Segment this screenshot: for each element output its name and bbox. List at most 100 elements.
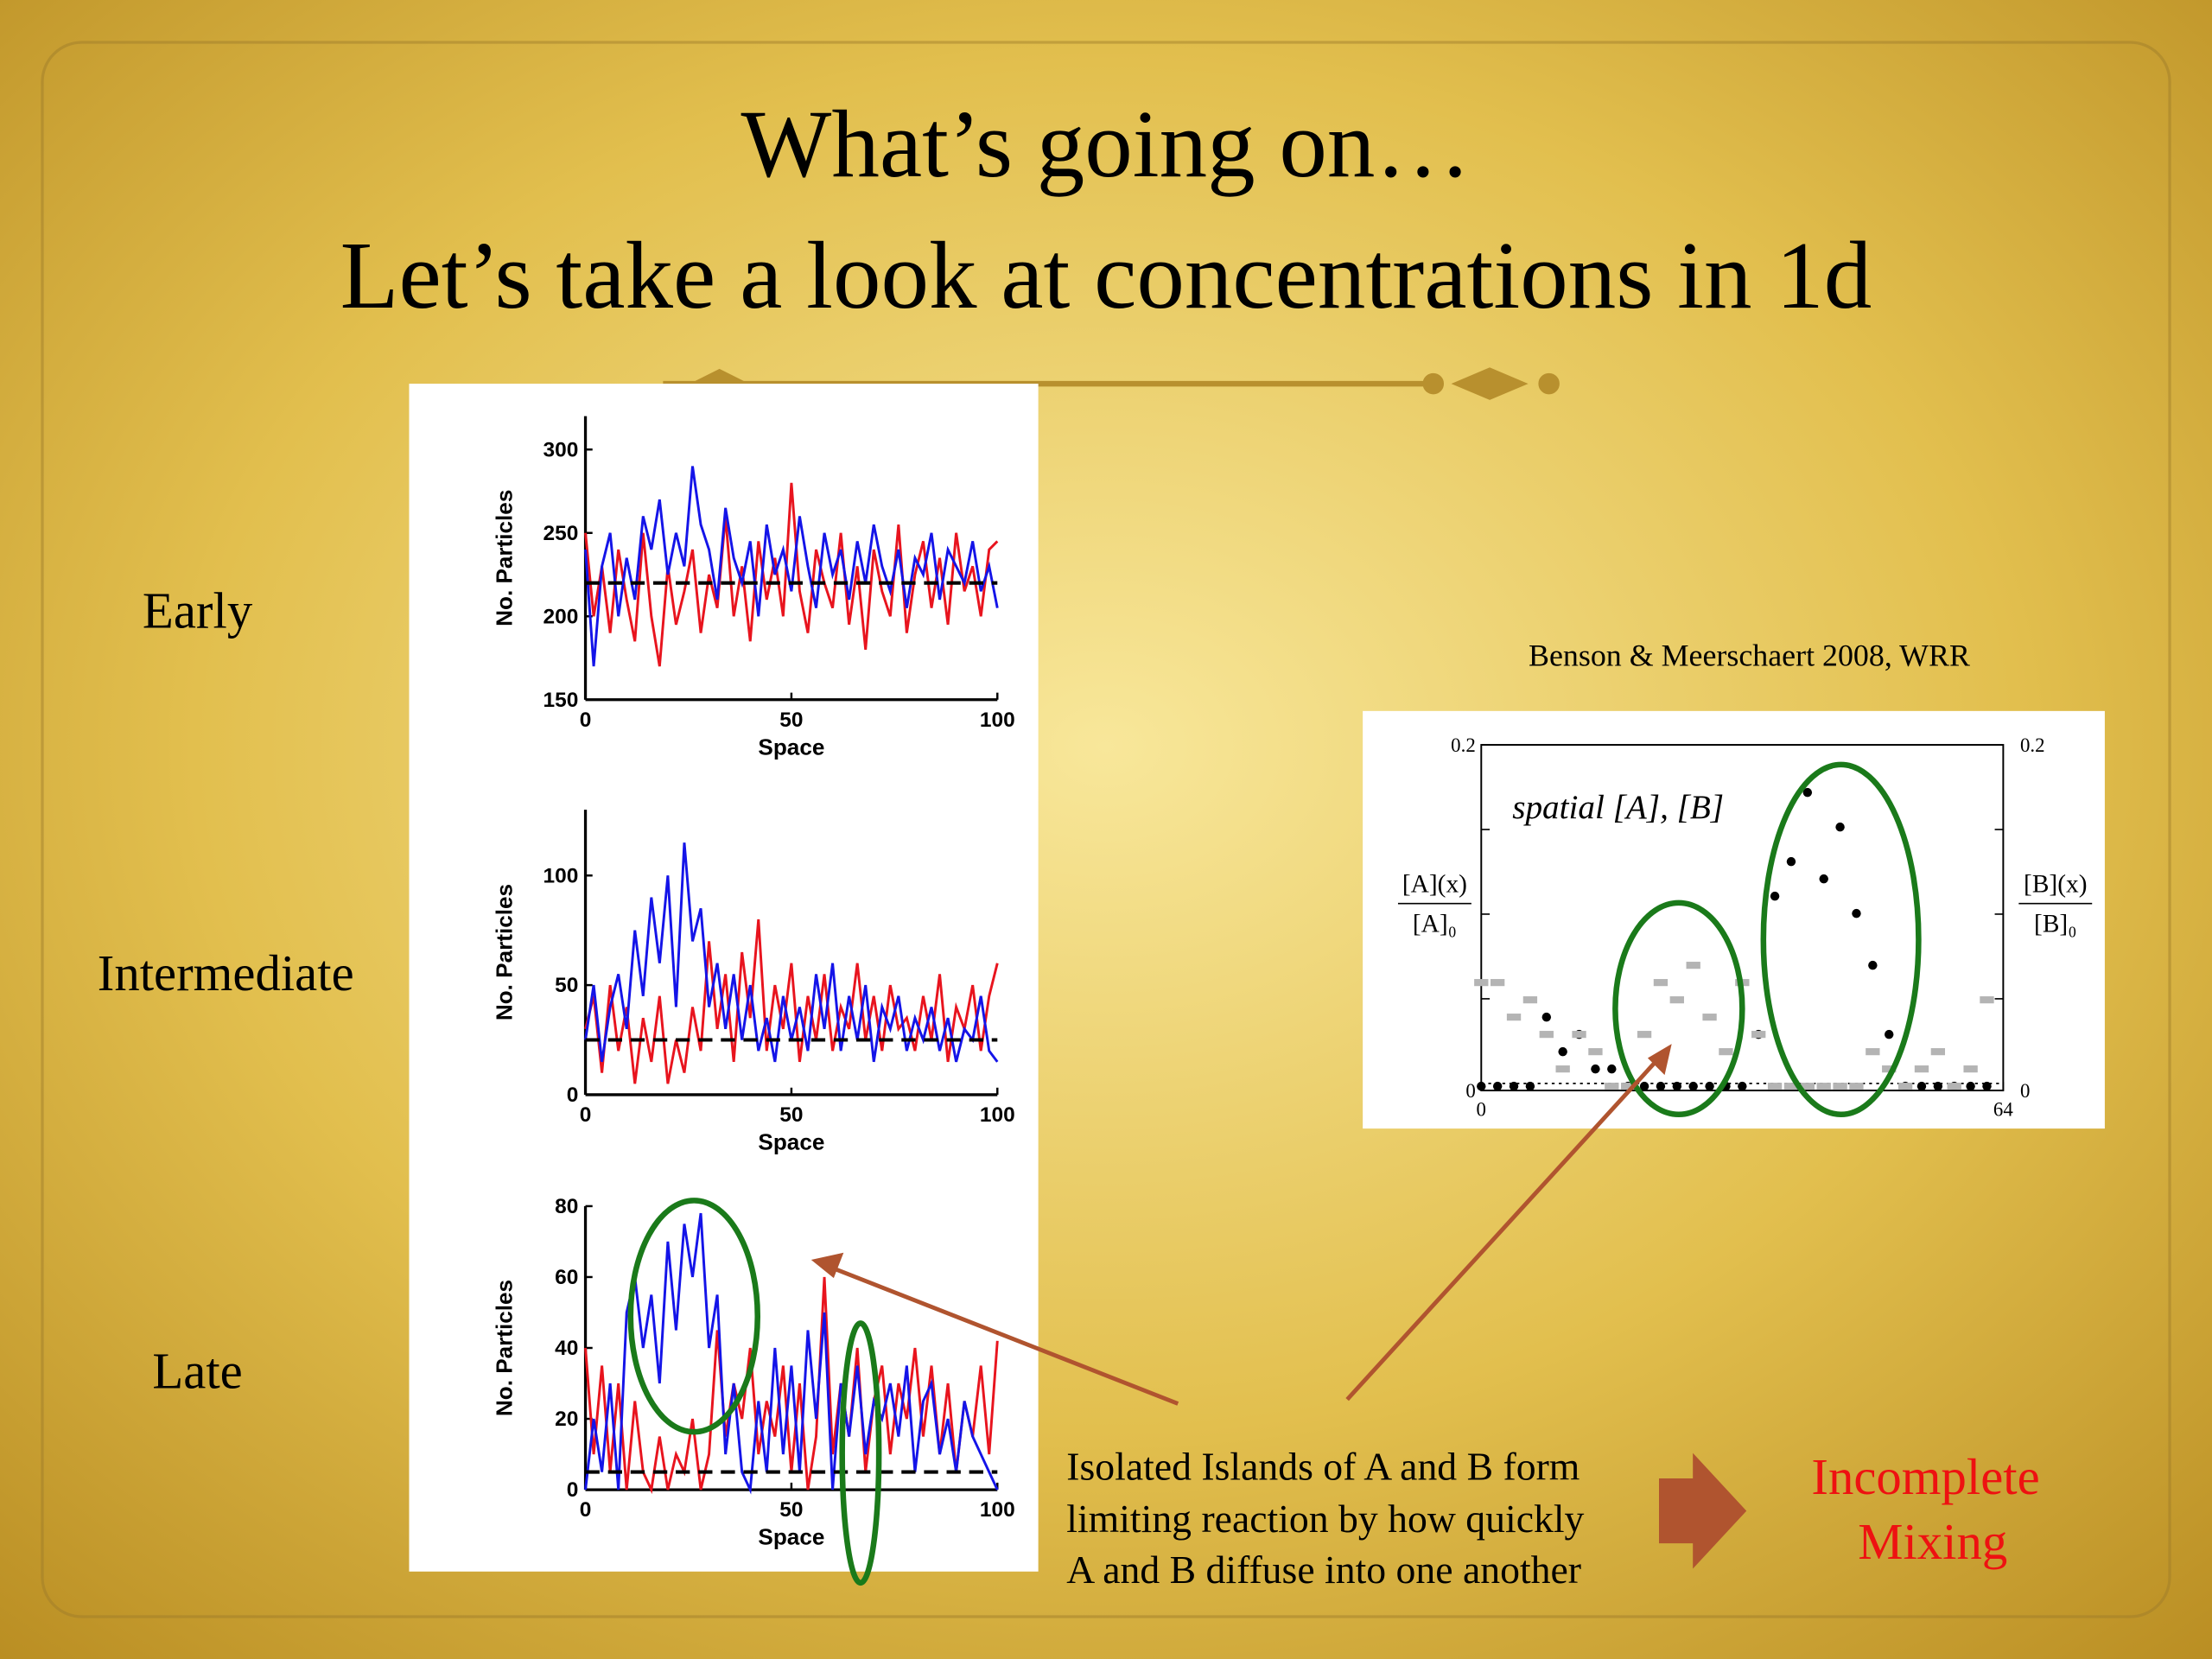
conclusion: Mixing bbox=[1858, 1514, 2007, 1570]
x-tick-label: 0 bbox=[580, 1498, 592, 1522]
point bbox=[1572, 1031, 1586, 1039]
y-axis-label: No. Particles bbox=[492, 490, 518, 626]
point bbox=[1719, 1048, 1733, 1056]
point bbox=[1767, 1083, 1783, 1090]
block-arrow bbox=[1659, 1452, 1747, 1569]
point bbox=[1786, 856, 1796, 867]
point bbox=[1819, 874, 1828, 884]
x-tick-label: 0 bbox=[1477, 1098, 1486, 1120]
annotations bbox=[627, 761, 1922, 1586]
point bbox=[1882, 1065, 1897, 1073]
point bbox=[1653, 979, 1669, 987]
point bbox=[1916, 1081, 1927, 1091]
point bbox=[1588, 1048, 1603, 1056]
point bbox=[1816, 1083, 1831, 1090]
point bbox=[1669, 996, 1684, 1004]
stage-label: Early bbox=[143, 583, 253, 639]
point bbox=[1802, 787, 1813, 798]
y-tick-label: 0.2 bbox=[1451, 734, 1476, 756]
y-tick-label: 250 bbox=[543, 522, 579, 545]
point bbox=[1621, 1083, 1636, 1090]
point bbox=[1591, 1064, 1600, 1074]
point bbox=[1639, 1081, 1649, 1091]
y-tick-label: 200 bbox=[543, 605, 579, 628]
point bbox=[1637, 1031, 1652, 1039]
conclusion: Incomplete bbox=[1811, 1449, 2039, 1505]
caption-line: A and B diffuse into one another bbox=[1066, 1548, 1581, 1592]
point bbox=[1509, 1081, 1519, 1091]
point bbox=[1506, 1014, 1522, 1021]
y-axis-label: No. Particles bbox=[492, 1280, 518, 1416]
point bbox=[1751, 1031, 1766, 1039]
y-tick-label: 0 bbox=[1465, 1080, 1475, 1102]
point bbox=[1982, 1081, 1992, 1091]
point bbox=[1702, 1014, 1717, 1021]
point bbox=[1605, 1083, 1619, 1090]
y-axis-label: No. Particles bbox=[492, 884, 518, 1020]
point bbox=[1800, 1083, 1815, 1090]
point bbox=[1897, 1083, 1913, 1090]
stage-label: Intermediate bbox=[98, 945, 354, 1001]
y-tick-label: 20 bbox=[555, 1408, 578, 1431]
caption-line: Isolated Islands of A and B form bbox=[1066, 1445, 1580, 1489]
point bbox=[1980, 996, 1994, 1004]
point bbox=[1738, 1081, 1747, 1091]
point bbox=[1770, 891, 1780, 901]
x-tick-label: 50 bbox=[779, 1498, 803, 1522]
point bbox=[1539, 1031, 1554, 1039]
y-tick-label: 150 bbox=[543, 689, 579, 712]
point bbox=[1852, 908, 1861, 918]
x-tick-label: 0 bbox=[580, 1103, 592, 1127]
x-axis-label: Space bbox=[758, 1129, 824, 1155]
point bbox=[1783, 1083, 1799, 1090]
point bbox=[1885, 1029, 1894, 1039]
point bbox=[1477, 1081, 1486, 1091]
data-line bbox=[584, 482, 999, 667]
x-axis-label: Space bbox=[758, 734, 824, 760]
y-tick-label: 80 bbox=[555, 1195, 578, 1218]
point bbox=[1688, 1081, 1698, 1091]
x-tick-label: 100 bbox=[980, 709, 1015, 732]
point bbox=[1947, 1083, 1961, 1090]
point bbox=[1930, 1048, 1946, 1056]
axis-label: [A](x) bbox=[1402, 871, 1467, 899]
point bbox=[1555, 1065, 1570, 1073]
y-tick-label: 0 bbox=[567, 1084, 579, 1107]
y-tick-label: 0 bbox=[567, 1478, 579, 1502]
point bbox=[1541, 1012, 1552, 1022]
x-axis-label: Space bbox=[758, 1524, 824, 1550]
point bbox=[1705, 1081, 1714, 1091]
title-line: What’s going on… bbox=[741, 92, 1471, 198]
y-tick-label: 60 bbox=[555, 1266, 578, 1289]
point bbox=[1686, 962, 1700, 969]
point bbox=[1866, 1048, 1880, 1056]
y-tick-label: 50 bbox=[555, 974, 578, 997]
data-line bbox=[584, 466, 999, 667]
point bbox=[1607, 1064, 1617, 1074]
x-tick-label: 100 bbox=[980, 1498, 1015, 1522]
point bbox=[1914, 1065, 1929, 1073]
axis-label: [B](x) bbox=[2024, 871, 2087, 899]
point bbox=[1492, 1081, 1503, 1091]
annotation: spatial [A], [B] bbox=[1512, 789, 1724, 826]
point bbox=[1558, 1046, 1567, 1057]
axis-label: [A]₀ bbox=[1413, 910, 1457, 938]
x-tick-label: 100 bbox=[980, 1103, 1015, 1127]
point bbox=[1491, 979, 1505, 987]
point bbox=[1933, 1081, 1943, 1091]
point bbox=[1966, 1081, 1975, 1091]
axis-label: [B]₀ bbox=[2034, 910, 2076, 938]
y2-tick-label: 0 bbox=[2020, 1080, 2030, 1102]
point bbox=[1849, 1083, 1864, 1090]
citation: Benson & Meerschaert 2008, WRR bbox=[1529, 639, 1970, 673]
point bbox=[1868, 960, 1878, 970]
point bbox=[1525, 1081, 1535, 1091]
y-tick-label: 300 bbox=[543, 438, 579, 461]
title-line: Let’s take a look at concentrations in 1… bbox=[340, 223, 1872, 329]
point bbox=[1835, 822, 1845, 832]
y-tick-label: 100 bbox=[543, 864, 579, 887]
stage-label: Late bbox=[152, 1344, 242, 1400]
